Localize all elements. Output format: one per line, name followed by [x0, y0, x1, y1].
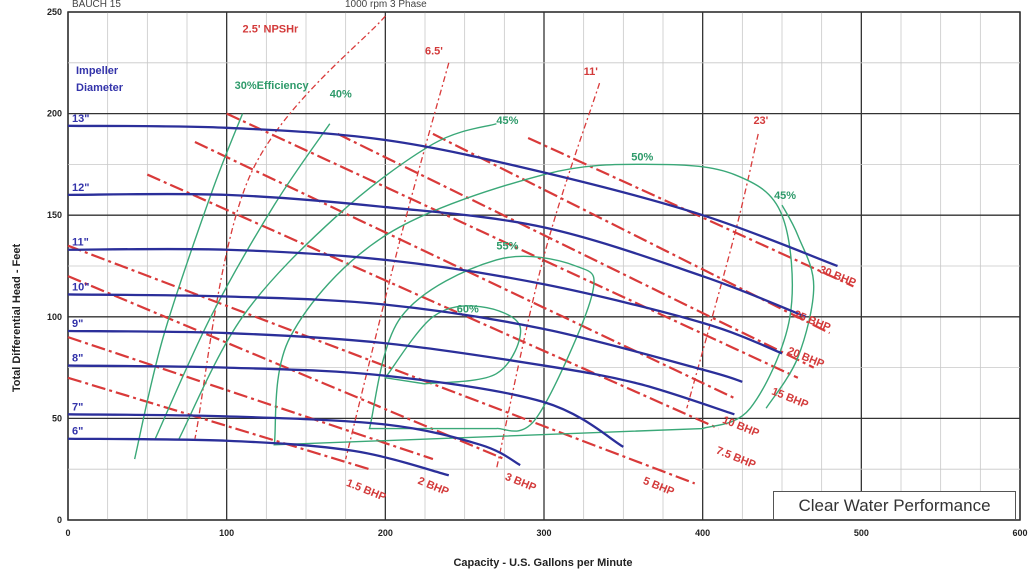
axis-ticks: 0 100 200 300 400 500 600 0 50 100 150 200 250 — [47, 7, 1028, 538]
impeller-label: 7" — [72, 401, 83, 413]
y-tick-label: 50 — [52, 413, 62, 423]
impeller-curve — [67, 293, 743, 383]
bhp-label: 1.5 BHP — [345, 477, 388, 504]
bhp-line — [146, 173, 719, 430]
impeller-curve — [67, 192, 807, 318]
efficiency-curve — [368, 255, 595, 432]
y-axis-title: Total Differential Head - Feet — [11, 244, 23, 393]
npsh-label: 6.5' — [425, 46, 443, 58]
impeller-legend-line1: Impeller — [76, 65, 119, 77]
x-tick-label: 300 — [536, 528, 551, 538]
plot-grid — [67, 11, 1021, 521]
impeller-label: 9" — [72, 318, 83, 330]
npsh-label: 23' — [753, 115, 768, 127]
bhp-label: 30 BHP — [817, 264, 857, 290]
impeller-label: 10" — [72, 281, 89, 293]
x-tick-label: 600 — [1012, 528, 1027, 538]
impeller-label: 8" — [72, 353, 83, 365]
bhp-line — [67, 336, 434, 461]
x-tick-label: 0 — [65, 528, 70, 538]
impeller-curve — [67, 124, 838, 268]
bhp-line — [67, 376, 370, 471]
efficiency-curves — [133, 113, 815, 460]
impeller-label: 11" — [72, 237, 89, 249]
efficiency-curve — [273, 163, 793, 446]
bhp-line — [337, 132, 815, 369]
bhp-label: 15 BHP — [770, 386, 810, 412]
impeller-curve — [67, 247, 783, 355]
bhp-label: 25 BHP — [792, 308, 832, 334]
bhp-label: 3 BHP — [503, 471, 538, 494]
efficiency-label: 60% — [457, 304, 479, 316]
impeller-label: 12" — [72, 182, 89, 194]
impeller-curve — [67, 364, 624, 448]
clear-water-performance-label: Clear Water Performance — [773, 491, 1016, 520]
x-tick-label: 200 — [378, 528, 393, 538]
impeller-curve — [67, 437, 450, 477]
top-text-right: 1000 rpm 3 Phase — [345, 0, 427, 10]
efficiency-curve — [178, 123, 497, 440]
efficiency-label: 45% — [774, 190, 796, 202]
impeller-label: 13" — [72, 113, 89, 125]
efficiency-curve — [765, 204, 815, 409]
bhp-line — [226, 112, 799, 379]
npsh-label: 2.5' NPSHr — [243, 23, 300, 35]
impeller-curve — [67, 329, 735, 416]
bhp-label: 20 BHP — [786, 345, 826, 371]
x-tick-label: 500 — [854, 528, 869, 538]
efficiency-curve — [384, 305, 522, 385]
bhp-label: 5 BHP — [641, 475, 676, 498]
y-tick-label: 150 — [47, 210, 62, 220]
bhp-label: 2 BHP — [416, 475, 451, 498]
y-tick-label: 200 — [47, 109, 62, 119]
efficiency-curve — [133, 113, 244, 460]
efficiency-label: 50% — [631, 151, 653, 163]
efficiency-label: 55% — [496, 241, 518, 253]
impeller-curves — [67, 124, 838, 477]
npsh-curve — [495, 82, 601, 470]
efficiency-label: 40% — [330, 88, 352, 100]
bhp-label: 7.5 BHP — [714, 445, 757, 472]
y-tick-label: 0 — [57, 515, 62, 525]
impeller-label: 6" — [72, 426, 83, 438]
impeller-curve — [67, 413, 521, 467]
efficiency-label: 30%Efficiency — [235, 80, 310, 92]
npsh-label: 11' — [584, 66, 599, 78]
x-tick-label: 400 — [695, 528, 710, 538]
npsh-curve — [345, 62, 450, 460]
x-tick-label: 100 — [219, 528, 234, 538]
top-text-left: BAUCH 15 — [72, 0, 121, 10]
x-axis-title: Capacity - U.S. Gallons per Minute — [453, 557, 632, 569]
efficiency-label: 45% — [496, 115, 518, 127]
efficiency-curve — [154, 123, 331, 440]
npsh-curves — [194, 15, 759, 470]
impeller-legend-line2: Diameter — [76, 82, 124, 94]
y-tick-label: 250 — [47, 7, 62, 17]
y-tick-label: 100 — [47, 312, 62, 322]
